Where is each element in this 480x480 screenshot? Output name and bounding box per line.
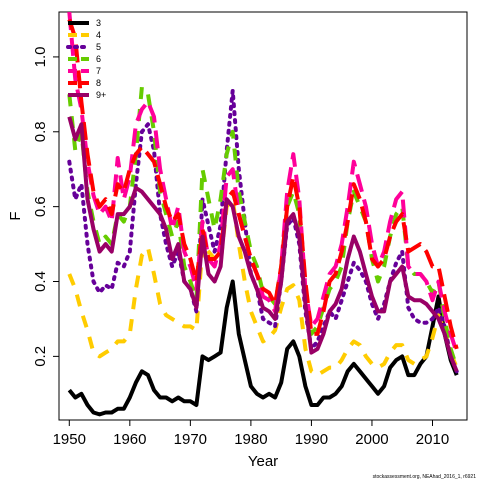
legend-label: 5 (96, 42, 101, 52)
x-tick-label: 1960 (113, 431, 146, 448)
legend-label: 7 (96, 66, 101, 76)
y-tick-label: 0.8 (32, 121, 49, 142)
x-tick-label: 1980 (234, 431, 267, 448)
series-line-5 (67, 88, 459, 374)
legend-label: 3 (96, 18, 101, 28)
legend: 3 4 5 6 7 8 9+ (66, 18, 106, 100)
credit-text: stockassessment.org, NEAhad_2016_1, r692… (373, 474, 477, 480)
series-line-4 (67, 197, 459, 378)
legend-label: 8 (96, 78, 101, 88)
x-tick-label: 1990 (295, 431, 328, 448)
y-tick-label: 1.0 (32, 46, 49, 67)
x-tick-label: 2010 (416, 431, 449, 448)
x-axis-title: Year (248, 453, 278, 470)
legend-label: 9+ (96, 90, 106, 100)
x-axis: 1950 1960 1970 1980 1990 2000 2010 (53, 419, 449, 448)
series-line-6 (67, 84, 459, 369)
y-tick-label: 0.2 (32, 346, 49, 367)
x-tick-label: 1950 (53, 431, 86, 448)
y-tick-label: 0.6 (32, 196, 49, 217)
legend-label: 4 (96, 30, 101, 40)
legend-label: 6 (96, 54, 101, 64)
x-tick-label: 1970 (174, 431, 207, 448)
y-axis-title: F (7, 211, 24, 220)
series-lines (67, 12, 459, 417)
series-line-7 (67, 12, 459, 354)
y-tick-label: 0.4 (32, 271, 49, 292)
series-line-3 (67, 279, 459, 417)
y-axis: 0.2 0.4 0.6 0.8 1.0 (32, 46, 60, 367)
x-tick-label: 2000 (355, 431, 388, 448)
series-line-9plus (67, 116, 459, 373)
series-line-8 (67, 18, 459, 350)
